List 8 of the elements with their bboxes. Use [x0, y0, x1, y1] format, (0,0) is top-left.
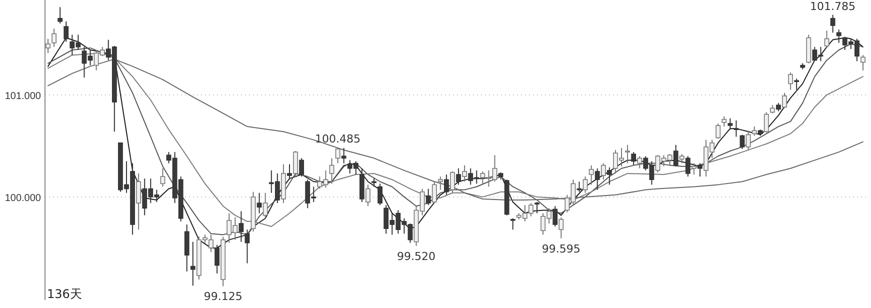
ytick: 100.000 — [4, 192, 41, 204]
label: 101.785 — [810, 0, 856, 13]
ytick: 101.000 — [4, 90, 41, 102]
label: 99.520 — [397, 250, 436, 263]
note: 136天 — [47, 287, 82, 301]
label: 99.595 — [542, 242, 580, 256]
label: 100.485 — [315, 132, 361, 146]
label: 99.125 — [204, 290, 242, 304]
